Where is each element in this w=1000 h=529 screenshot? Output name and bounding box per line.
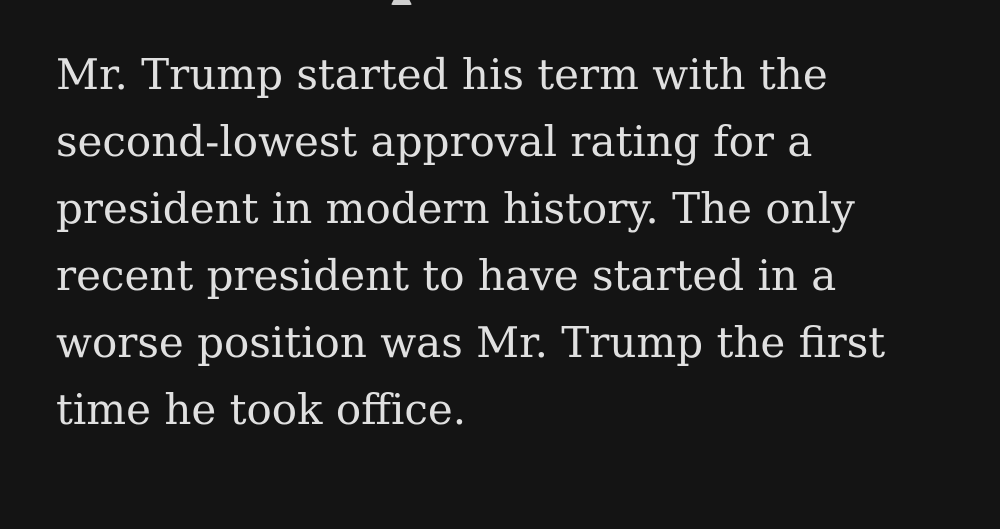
paragraph-line: time he took office. — [56, 385, 467, 434]
article-paragraph: Mr. Trump started his term with the seco… — [56, 41, 885, 443]
paragraph-line: president in modern history. The only — [56, 184, 855, 233]
paragraph-line: second-lowest approval rating for a — [56, 117, 813, 166]
paragraph-line: worse position was Mr. Trump the first — [56, 318, 886, 367]
paragraph-line: Mr. Trump started his term with the — [56, 50, 828, 99]
cut-off-text-fragment — [391, 0, 412, 5]
paragraph-line: recent president to have started in a — [56, 251, 837, 300]
